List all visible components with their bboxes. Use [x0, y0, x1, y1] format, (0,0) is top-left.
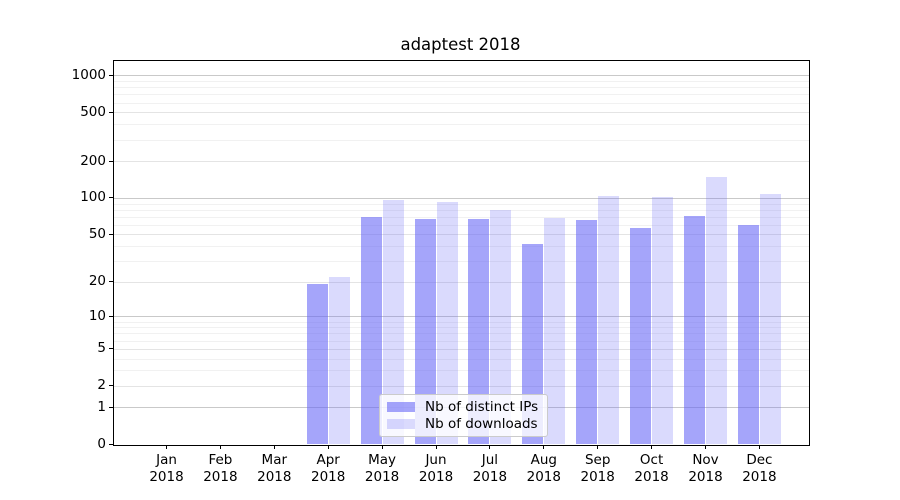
y-minor-gridline — [114, 139, 809, 141]
y-minor-gridline — [114, 87, 809, 89]
x-tick-mark — [273, 444, 275, 449]
legend-label: Nb of distinct IPs — [425, 399, 539, 416]
x-tick-label: Sep 2018 — [580, 452, 615, 485]
bar-jun-distinct-ips — [414, 219, 436, 445]
y-tick-label: 1000 — [71, 66, 106, 83]
x-tick-mark — [166, 444, 167, 449]
x-tick-label: Feb 2018 — [203, 452, 238, 485]
y-tick-label: 500 — [80, 103, 106, 120]
bar-aug-downloads — [544, 218, 566, 445]
legend-item: Nb of downloads — [387, 416, 539, 432]
y-tick-mark — [109, 348, 113, 350]
y-tick-label: 20 — [88, 273, 106, 290]
legend-item: Nb of distinct IPs — [387, 399, 539, 415]
y-tick-label: 50 — [88, 225, 106, 242]
y-minor-gridline — [114, 102, 809, 104]
y-tick-mark — [109, 197, 113, 199]
x-tick-label: Aug 2018 — [526, 452, 561, 485]
bar-dec-distinct-ips — [737, 224, 759, 445]
bar-sep-downloads — [598, 195, 620, 445]
y-tick-label: 10 — [88, 307, 106, 324]
x-tick-label: Nov 2018 — [688, 452, 723, 485]
bar-jul-downloads — [490, 209, 512, 445]
y-tick-label: 0 — [97, 436, 106, 452]
y-gridline — [114, 161, 809, 163]
y-tick-label: 2 — [97, 377, 106, 394]
y-tick-label: 100 — [80, 189, 106, 206]
bar-apr-downloads — [328, 277, 350, 445]
y-minor-gridline — [114, 124, 809, 126]
y-gridline — [114, 197, 809, 199]
bar-sep-distinct-ips — [576, 219, 598, 445]
legend-swatch — [387, 402, 415, 413]
y-minor-gridline — [114, 94, 809, 96]
bar-apr-distinct-ips — [306, 284, 328, 445]
y-minor-gridline — [114, 81, 809, 83]
bar-may-downloads — [382, 199, 404, 445]
legend-label: Nb of downloads — [425, 415, 538, 432]
x-tick-mark — [651, 444, 653, 449]
y-tick-mark — [109, 385, 113, 387]
y-minor-gridline — [114, 209, 809, 211]
chart-title: adaptest 2018 — [400, 35, 521, 54]
bar-nov-downloads — [706, 176, 727, 445]
bar-jul-distinct-ips — [468, 219, 490, 445]
x-tick-label: Oct 2018 — [634, 452, 669, 485]
bar-jun-downloads — [436, 201, 458, 445]
y-minor-gridline — [114, 203, 809, 205]
legend-swatch — [387, 418, 415, 429]
bar-dec-downloads — [759, 193, 781, 445]
legend: Nb of distinct IPs Nb of downloads — [379, 394, 548, 437]
y-tick-label: 200 — [80, 152, 106, 169]
x-tick-label: Jan 2018 — [149, 452, 184, 485]
x-tick-label: Apr 2018 — [311, 452, 346, 485]
bar-oct-downloads — [652, 197, 674, 445]
y-tick-mark — [109, 406, 113, 408]
y-tick-mark — [109, 315, 113, 317]
y-gridline — [114, 112, 809, 114]
x-tick-mark — [489, 444, 491, 449]
x-tick-label: Dec 2018 — [742, 452, 777, 485]
x-tick-mark — [597, 444, 599, 449]
x-tick-label: May 2018 — [364, 452, 400, 485]
x-tick-label: Mar 2018 — [257, 452, 292, 485]
x-tick-label: Jun 2018 — [418, 452, 454, 485]
x-tick-mark — [543, 444, 545, 449]
x-tick-mark — [705, 444, 706, 449]
bar-nov-distinct-ips — [684, 216, 705, 445]
y-gridline — [114, 75, 809, 77]
y-tick-mark — [109, 233, 113, 235]
x-tick-mark — [435, 444, 437, 449]
y-tick-mark — [109, 444, 113, 445]
x-tick-mark — [381, 444, 383, 449]
bar-may-distinct-ips — [360, 216, 382, 445]
y-tick-mark — [109, 281, 113, 283]
x-tick-mark — [758, 444, 760, 449]
x-tick-label: Jul 2018 — [472, 452, 508, 485]
y-tick-mark — [109, 160, 113, 162]
y-tick-mark — [109, 111, 113, 113]
x-tick-mark — [327, 444, 329, 449]
plot-area: 0 1 2 5 10 20 50 100 200 500 1000 Jan 2018 Feb 2018 M… — [72, 60, 810, 485]
y-tick-label: 5 — [97, 340, 106, 357]
y-tick-label: 1 — [97, 398, 106, 415]
y-tick-mark — [109, 74, 113, 76]
x-tick-mark — [219, 444, 221, 449]
bar-oct-distinct-ips — [630, 227, 652, 445]
